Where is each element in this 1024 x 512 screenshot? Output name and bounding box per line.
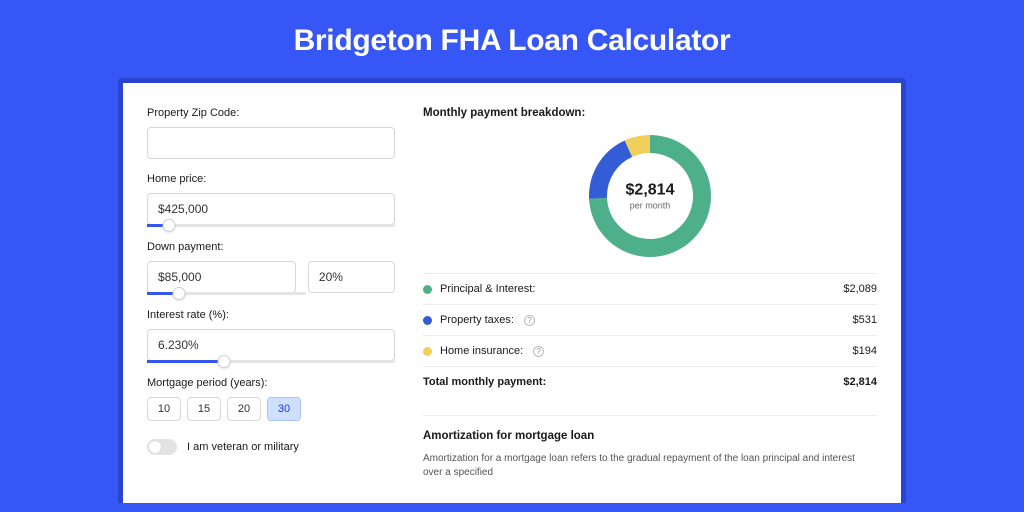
zip-label: Property Zip Code: bbox=[147, 107, 395, 119]
info-icon[interactable]: ? bbox=[533, 346, 544, 357]
zip-field: Property Zip Code: bbox=[147, 107, 395, 159]
amortization-section: Amortization for mortgage loan Amortizat… bbox=[423, 415, 877, 480]
interest-input[interactable] bbox=[147, 329, 395, 361]
veteran-toggle[interactable] bbox=[147, 439, 177, 455]
amortization-title: Amortization for mortgage loan bbox=[423, 430, 877, 442]
home-price-label: Home price: bbox=[147, 173, 395, 185]
period-label: Mortgage period (years): bbox=[147, 377, 395, 389]
period-option-10[interactable]: 10 bbox=[147, 397, 181, 421]
donut-chart-wrap: $2,814 per month bbox=[423, 129, 877, 273]
legend-dot bbox=[423, 285, 432, 294]
donut-sub: per month bbox=[626, 201, 675, 211]
amortization-text: Amortization for a mortgage loan refers … bbox=[423, 452, 877, 480]
legend-dot bbox=[423, 347, 432, 356]
breakdown-value: $531 bbox=[853, 314, 877, 326]
breakdown-label: Property taxes: bbox=[440, 314, 514, 326]
home-price-input[interactable] bbox=[147, 193, 395, 225]
breakdown-label: Home insurance: bbox=[440, 345, 523, 357]
breakdown-value: $194 bbox=[853, 345, 877, 357]
period-option-30[interactable]: 30 bbox=[267, 397, 301, 421]
down-payment-slider[interactable] bbox=[147, 292, 306, 295]
period-option-20[interactable]: 20 bbox=[227, 397, 261, 421]
breakdown-row: Principal & Interest: $2,089 bbox=[423, 273, 877, 304]
card-frame: Property Zip Code: Home price: Down paym… bbox=[118, 78, 906, 503]
breakdown-row: Property taxes:? $531 bbox=[423, 304, 877, 335]
period-option-15[interactable]: 15 bbox=[187, 397, 221, 421]
legend-dot bbox=[423, 316, 432, 325]
home-price-slider[interactable] bbox=[147, 224, 395, 227]
toggle-knob bbox=[149, 441, 161, 453]
down-payment-percent-input[interactable] bbox=[308, 261, 395, 293]
inputs-column: Property Zip Code: Home price: Down paym… bbox=[147, 107, 395, 503]
down-payment-field: Down payment: bbox=[147, 241, 395, 295]
breakdown-title: Monthly payment breakdown: bbox=[423, 107, 877, 119]
donut-amount: $2,814 bbox=[626, 182, 675, 200]
page-title: Bridgeton FHA Loan Calculator bbox=[0, 0, 1024, 78]
veteran-row: I am veteran or military bbox=[147, 439, 395, 455]
down-payment-label: Down payment: bbox=[147, 241, 395, 253]
calculator-card: Property Zip Code: Home price: Down paym… bbox=[123, 83, 901, 503]
period-field: Mortgage period (years): 10152030 bbox=[147, 377, 395, 421]
total-row: Total monthly payment: $2,814 bbox=[423, 366, 877, 397]
zip-input[interactable] bbox=[147, 127, 395, 159]
interest-field: Interest rate (%): bbox=[147, 309, 395, 363]
breakdown-value: $2,089 bbox=[843, 283, 877, 295]
donut-center: $2,814 per month bbox=[626, 182, 675, 211]
donut-chart: $2,814 per month bbox=[589, 135, 711, 257]
breakdown-row: Home insurance:? $194 bbox=[423, 335, 877, 366]
total-value: $2,814 bbox=[843, 376, 877, 388]
veteran-label: I am veteran or military bbox=[187, 441, 299, 453]
interest-slider[interactable] bbox=[147, 360, 395, 363]
breakdown-column: Monthly payment breakdown: $2,814 per mo… bbox=[423, 107, 877, 503]
info-icon[interactable]: ? bbox=[524, 315, 535, 326]
interest-label: Interest rate (%): bbox=[147, 309, 395, 321]
down-payment-amount-input[interactable] bbox=[147, 261, 296, 293]
total-label: Total monthly payment: bbox=[423, 376, 546, 388]
home-price-field: Home price: bbox=[147, 173, 395, 227]
breakdown-label: Principal & Interest: bbox=[440, 283, 535, 295]
